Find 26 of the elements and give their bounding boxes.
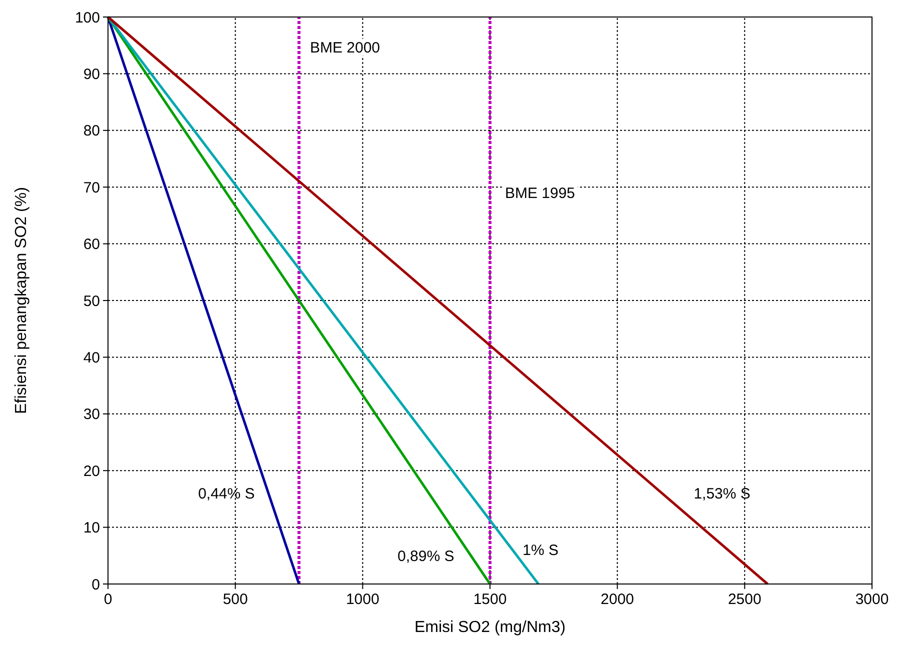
y-tick-label: 30	[83, 406, 100, 424]
y-tick-label: 100	[74, 9, 100, 26]
x-tick-label: 0	[104, 591, 112, 608]
y-tick-label: 10	[83, 520, 100, 537]
x-tick-label: 2500	[728, 591, 762, 608]
y-tick-label: 40	[83, 349, 100, 366]
ref-line-label: BME 1995	[504, 185, 576, 202]
series-label: 1,53% S	[694, 486, 750, 503]
x-tick-label: 2000	[600, 591, 634, 608]
x-axis-title: Emisi SO2 (mg/Nm3)	[414, 619, 566, 636]
ref-line-label: BME 2000	[310, 39, 380, 56]
series-label: 0,44% S	[198, 486, 255, 503]
y-tick-label: 80	[83, 122, 100, 140]
x-tick-label: 1500	[473, 591, 507, 608]
x-tick-label: 3000	[855, 591, 889, 608]
y-tick-label: 60	[83, 236, 100, 254]
y-tick-label: 70	[83, 179, 100, 196]
x-tick-label: 500	[222, 591, 248, 608]
y-axis-title: Efisiensi penangkapan SO2 (%)	[13, 187, 30, 414]
y-tick-label: 20	[83, 462, 100, 480]
y-tick-label: 90	[83, 66, 100, 83]
y-tick-label: 0	[92, 576, 100, 594]
x-tick-label: 1000	[346, 591, 380, 608]
series-label: 0,89% S	[398, 548, 454, 565]
series-label: 1% S	[522, 542, 558, 560]
y-tick-label: 50	[83, 292, 100, 310]
